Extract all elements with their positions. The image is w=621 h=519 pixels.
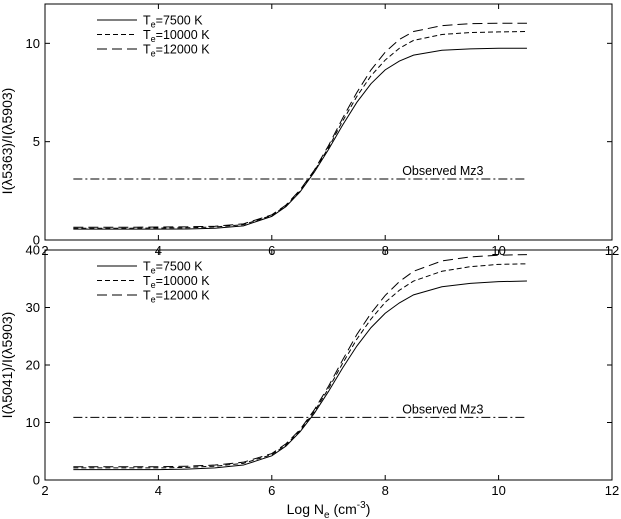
series-line-2 [73, 263, 527, 469]
legend-label-sub: e [151, 49, 156, 59]
y-axis-label: I(λ5041)/I(λ5903) [0, 312, 15, 419]
x-tick-label: 8 [382, 483, 389, 498]
y-axis-label-part: 5041)/I( [0, 354, 15, 403]
y-axis-label-part: I( [0, 185, 15, 194]
legend-label-rest: =12000 K [156, 43, 211, 57]
y-tick-label: 40 [26, 243, 40, 258]
x-tick-label: 4 [155, 483, 162, 498]
legend-label-rest: =7500 K [156, 14, 204, 28]
series-line-3 [73, 22, 527, 228]
legend-label-base: T [143, 28, 151, 42]
legend-label-base: T [143, 14, 151, 28]
y-axis-label-part: λ [0, 403, 15, 410]
series-line-2 [73, 31, 527, 229]
legend-label-sub: e [151, 20, 156, 30]
y-tick-label: 0 [33, 473, 40, 488]
legend-label-sub: e [151, 295, 156, 305]
y-tick-label: 10 [26, 415, 40, 430]
y-axis-label-part: 5903) [0, 312, 15, 348]
legend-label-sub: e [151, 280, 156, 290]
y-tick-label: 5 [33, 134, 40, 149]
legend-label-3: Te=12000 K [143, 43, 210, 59]
y-axis-label-part: λ [0, 124, 15, 131]
y-axis-label: I(λ5363)/I(λ5903) [0, 88, 15, 195]
observed-label: Observed Mz3 [402, 164, 483, 178]
legend-label-rest: =10000 K [156, 274, 211, 288]
x-tick-label: 2 [41, 483, 48, 498]
legend-label-1: Te=7500 K [143, 14, 203, 30]
x-axis-label-part: Log N [287, 501, 324, 517]
legend-label-rest: =12000 K [156, 289, 211, 303]
legend-label-2: Te=10000 K [143, 28, 210, 44]
y-axis-label-part: λ [0, 179, 15, 186]
plot-frame [44, 3, 613, 241]
x-axis-label-part: (cm [330, 501, 357, 517]
legend-label-sub: e [151, 266, 156, 276]
x-axis-label: Log Ne (cm-3) [287, 500, 371, 519]
series-line-1 [73, 47, 527, 230]
legend-label-3: Te=12000 K [143, 289, 210, 305]
legend-label-base: T [143, 260, 151, 274]
y-axis-label-part: I( [0, 409, 15, 418]
legend-label-sub: e [151, 34, 156, 44]
series-line-3 [73, 254, 527, 468]
legend-label-base: T [143, 289, 151, 303]
y-tick-label: 20 [26, 358, 40, 373]
x-tick-label: 10 [491, 483, 505, 498]
legend-label-base: T [143, 274, 151, 288]
x-tick-label: 6 [268, 483, 275, 498]
legend-label-base: T [143, 43, 151, 57]
observed-label: Observed Mz3 [402, 402, 483, 416]
y-axis-label-part: 5903) [0, 88, 15, 124]
x-axis-label-sub: e [324, 510, 330, 519]
series-line-1 [73, 280, 527, 471]
y-tick-label: 10 [26, 36, 40, 51]
x-axis-label-part: ) [366, 501, 371, 517]
chart-panel-1: 246810120510I(λ5363)/I(λ5903)Observed Mz… [0, 3, 619, 258]
plot-frame [44, 249, 613, 481]
legend-label-rest: =10000 K [156, 28, 211, 42]
x-tick-label: 12 [605, 483, 619, 498]
y-axis-label-part: 5363)/I( [0, 130, 15, 179]
y-tick-label: 0 [33, 233, 40, 248]
y-axis-label-part: λ [0, 348, 15, 355]
x-axis-label-sup: -3 [357, 500, 366, 511]
y-tick-label: 30 [26, 300, 40, 315]
legend-label-1: Te=7500 K [143, 260, 203, 276]
legend-label-2: Te=10000 K [143, 274, 210, 290]
legend-label-rest: =7500 K [156, 260, 204, 274]
